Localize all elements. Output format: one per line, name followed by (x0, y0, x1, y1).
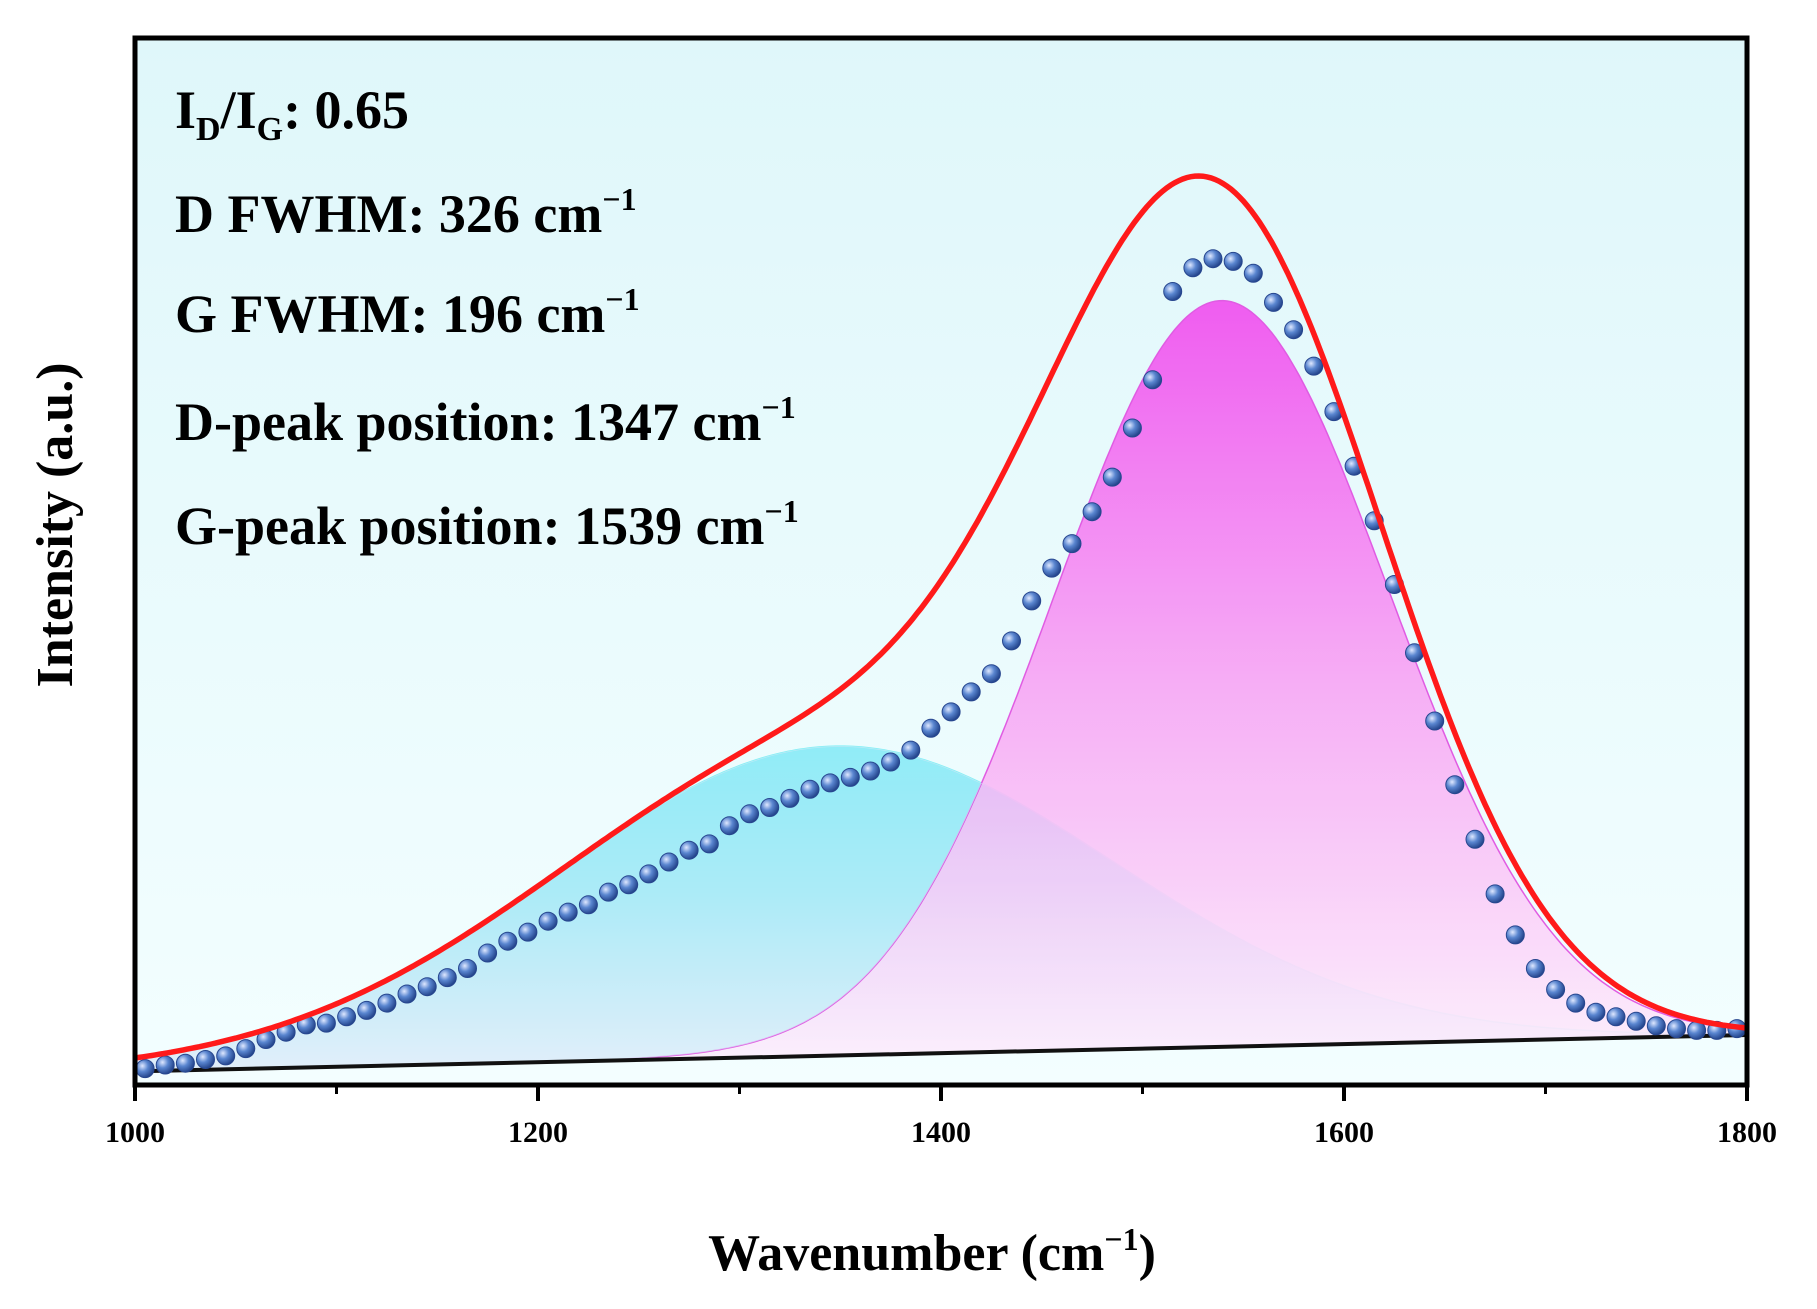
data-point (1304, 356, 1324, 376)
data-point (881, 752, 901, 772)
x-tick-label: 1400 (911, 1116, 971, 1149)
annotation-d-peak-position: D-peak position: 1347 cm−1 (175, 389, 796, 452)
data-point (316, 1013, 336, 1033)
data-point (1082, 502, 1102, 522)
data-point (740, 804, 760, 824)
data-point (619, 875, 639, 895)
x-axis-title-sup: −1 (1104, 1221, 1138, 1257)
data-point (558, 902, 578, 922)
data-point (719, 816, 739, 836)
data-point (478, 943, 498, 963)
data-point (1546, 980, 1566, 999)
data-point (941, 702, 961, 722)
data-point (1102, 467, 1122, 487)
data-point (216, 1046, 236, 1066)
data-point (699, 834, 719, 854)
data-point (135, 1059, 155, 1079)
data-point (1223, 251, 1243, 271)
experimental-points (135, 249, 1747, 1079)
annotations: ID/IG: 0.65 D FWHM: 326 cm−1 G FWHM: 196… (175, 80, 799, 556)
data-point (377, 993, 397, 1013)
y-axis-title: Intensity (a.u.) (27, 362, 84, 687)
x-axis-ticks: 1000 1200 1400 1600 1800 (105, 1085, 1777, 1149)
data-point (1022, 591, 1042, 611)
data-point (659, 852, 679, 872)
data-point (921, 718, 941, 738)
data-point (437, 968, 457, 988)
data-point (1062, 534, 1082, 554)
data-point (820, 773, 840, 793)
data-point (901, 740, 921, 760)
data-point (175, 1053, 195, 1073)
data-point (1566, 993, 1586, 1013)
data-point (417, 977, 437, 997)
data-point (196, 1050, 215, 1069)
data-point (1626, 1011, 1646, 1031)
data-point (1143, 370, 1163, 390)
data-point (458, 959, 477, 978)
data-point (1203, 249, 1223, 269)
data-point (397, 984, 417, 1004)
data-point (1667, 1019, 1686, 1039)
data-point (1485, 884, 1505, 904)
annotation-g-peak-position: G-peak position: 1539 cm−1 (175, 493, 799, 556)
data-point (1163, 282, 1183, 301)
x-tick-label: 1800 (1717, 1116, 1777, 1149)
data-point (961, 682, 981, 702)
x-tick-label: 1000 (105, 1116, 165, 1149)
x-tick-label: 1600 (1314, 1116, 1374, 1149)
data-point (1284, 320, 1304, 340)
data-point (337, 1007, 357, 1027)
data-point (599, 882, 618, 902)
annotation-ratio: ID/IG: 0.65 (175, 80, 409, 148)
data-point (861, 761, 880, 781)
data-point (1042, 558, 1062, 578)
annotation-g-fwhm: G FWHM: 196 cm−1 (175, 281, 640, 344)
data-point (760, 798, 780, 817)
data-point (1002, 631, 1021, 651)
data-point (1264, 292, 1283, 312)
x-axis-title: Wavenumber (cm−1) (708, 1221, 1156, 1282)
data-point (1445, 775, 1465, 795)
data-point (498, 931, 518, 951)
data-point (1525, 959, 1545, 978)
data-point (1183, 258, 1203, 278)
fit-line (135, 173, 1747, 1061)
data-point (155, 1055, 175, 1075)
data-point (1465, 829, 1485, 849)
data-point (679, 840, 699, 860)
x-tick-label: 1200 (508, 1116, 568, 1149)
d-peak-overlap (135, 746, 1747, 1072)
data-point (1425, 711, 1445, 731)
data-point (518, 922, 538, 942)
data-point (1606, 1007, 1626, 1027)
data-point (1122, 418, 1142, 438)
data-point (1646, 1016, 1666, 1036)
data-point (780, 788, 800, 808)
data-point (578, 895, 598, 915)
data-point (800, 779, 820, 799)
baseline-line (135, 1032, 1747, 1074)
data-point (538, 911, 558, 931)
data-point (840, 767, 860, 787)
data-point (1505, 925, 1525, 945)
data-point (1586, 1002, 1606, 1022)
data-point (236, 1039, 256, 1059)
data-point (981, 664, 1001, 684)
annotation-d-fwhm: D FWHM: 326 cm−1 (175, 181, 637, 244)
data-point (357, 1000, 377, 1020)
data-point (1243, 263, 1263, 283)
data-point (639, 864, 659, 884)
